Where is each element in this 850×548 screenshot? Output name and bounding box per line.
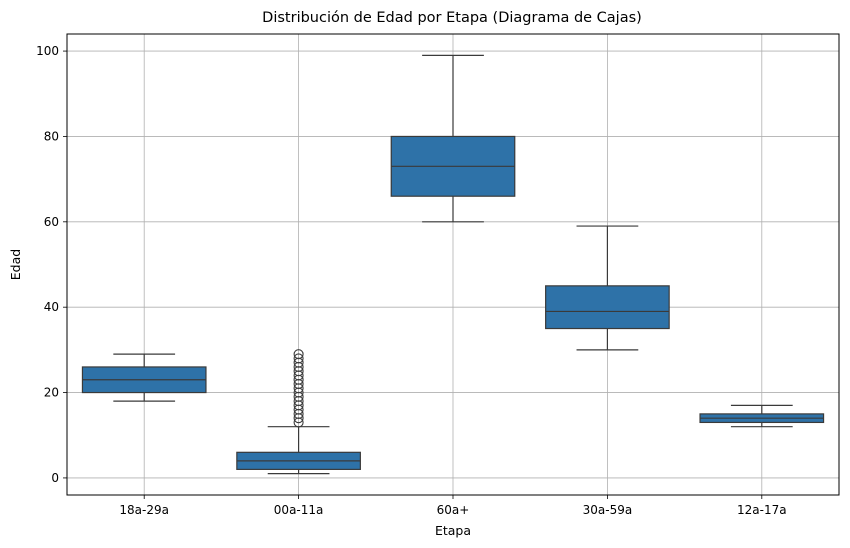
tick-layer: 0 20 40 60 80 100 18a-29a 00a-11a 60a+ 30a-59a 12a… (36, 44, 786, 517)
box-group (390, 54, 516, 223)
outlier-point (293, 353, 304, 364)
y-tick-label: 0 (51, 471, 59, 485)
box-layer (81, 54, 825, 475)
y-tick-label: 100 (36, 44, 59, 58)
y-tick-label: 60 (44, 215, 59, 229)
x-tick-label: 12a-17a (737, 503, 787, 517)
outlier-point (293, 349, 304, 360)
y-tick-label: 80 (44, 129, 59, 143)
x-tick-label: 00a-11a (274, 503, 324, 517)
y-axis-label: Edad (8, 249, 23, 280)
box-group (699, 404, 825, 428)
x-axis-label: Etapa (435, 523, 471, 538)
iqr-box (545, 285, 670, 330)
chart-title: Distribución de Edad por Etapa (Diagrama… (262, 10, 642, 26)
y-tick-label: 20 (44, 386, 59, 400)
box-group (236, 349, 361, 475)
box-group (545, 225, 670, 351)
y-tick-label: 40 (44, 300, 59, 314)
x-tick-label: 60a+ (437, 503, 470, 517)
x-tick-label: 30a-59a (583, 503, 633, 517)
box-group (81, 353, 207, 402)
x-tick-label: 18a-29a (119, 503, 169, 517)
